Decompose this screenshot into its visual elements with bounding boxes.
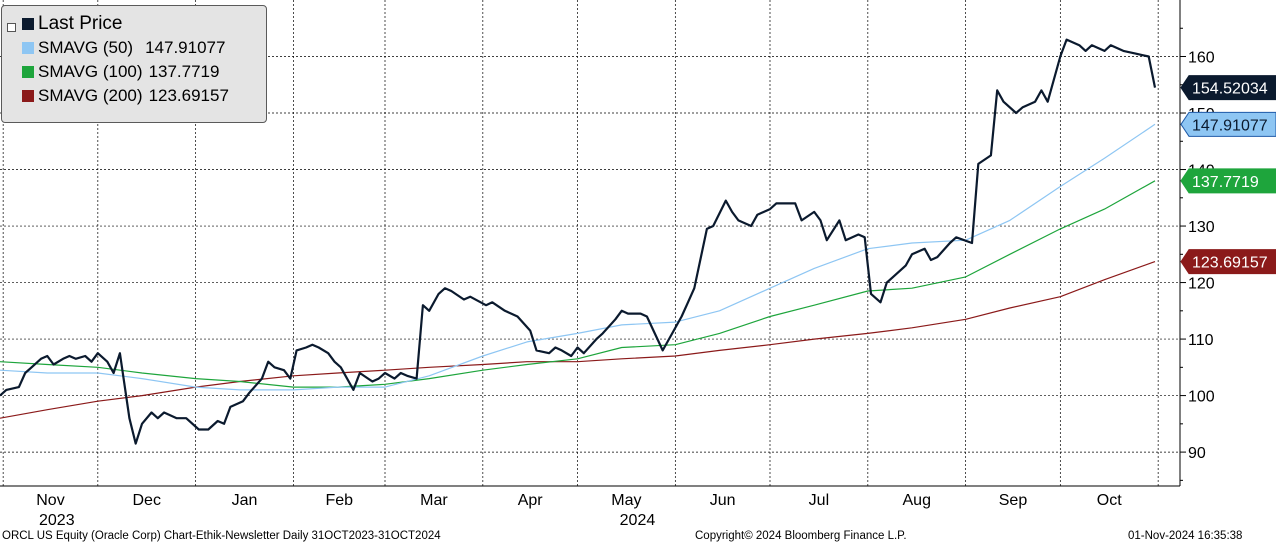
legend-swatch <box>22 42 34 54</box>
x-tick-label: Aug <box>903 492 931 509</box>
last-value-tag-text: 147.91077 <box>1192 117 1268 134</box>
x-tick-label: May <box>611 492 641 509</box>
legend-item-value: 137.7719 <box>148 62 220 81</box>
x-tick-label: Jun <box>710 492 736 509</box>
last-value-tag-box <box>1180 111 1276 137</box>
last-value-tag: 137.7719 <box>1180 168 1276 194</box>
chart-series <box>0 38 1157 445</box>
x-year-label: 2024 <box>620 512 656 529</box>
y-tick-label: 160 <box>1188 50 1215 67</box>
last-value-tag-box <box>1180 168 1276 194</box>
x-tick-label: Sep <box>999 492 1028 509</box>
chart-axes: Nov Dec Jan Feb Mar Apr May Jun Jul Aug Sep Oct 2023… <box>0 0 1215 529</box>
x-tick-label: Feb <box>325 492 353 509</box>
legend-item-last-price: Last Price <box>22 13 122 35</box>
y-tick-label: 100 <box>1188 389 1215 406</box>
last-value-tag: 123.69157 <box>1180 249 1276 275</box>
last-value-tag-box <box>1180 75 1276 101</box>
last-value-tag: 147.91077 <box>1180 111 1276 137</box>
y-tick-label: 110 <box>1188 332 1214 349</box>
legend-collapse-icon[interactable] <box>7 23 16 32</box>
legend-item-name: Last Price <box>38 13 123 34</box>
series-line-smavg-100 <box>0 180 1156 388</box>
last-value-tag-text: 123.69157 <box>1192 255 1268 272</box>
last-value-tag-box <box>1180 249 1276 275</box>
y-tick-label: 90 <box>1188 445 1206 462</box>
series-line-last-price <box>0 38 1157 445</box>
chart-legend[interactable]: Last Price SMAVG (50) 147.91077 SMAVG (1… <box>1 5 267 123</box>
legend-item-smavg-200: SMAVG (200) 123.69157 <box>22 85 229 107</box>
x-tick-label: Apr <box>518 492 544 509</box>
legend-item-name: SMAVG (200) <box>38 86 143 105</box>
last-value-tag-text: 137.7719 <box>1192 174 1259 191</box>
legend-item-value: 123.69157 <box>148 86 229 105</box>
legend-swatch <box>22 18 34 30</box>
x-tick-label: Jan <box>232 492 258 509</box>
last-value-labels: 154.52034 147.91077 137.7719 123.69157 <box>1180 75 1276 275</box>
footer-security-info: ORCL US Equity (Oracle Corp) Chart-Ethik… <box>2 530 441 542</box>
y-tick-label: 120 <box>1188 276 1215 293</box>
legend-item-smavg-100: SMAVG (100) 137.7719 <box>22 61 219 83</box>
legend-item-smavg-50: SMAVG (50) 147.91077 <box>22 37 225 59</box>
legend-swatch <box>22 66 34 78</box>
last-value-tag-text: 154.52034 <box>1192 81 1268 98</box>
legend-item-name: SMAVG (100) <box>38 62 143 81</box>
x-year-label: 2023 <box>39 512 75 529</box>
footer-timestamp: 01-Nov-2024 16:35:38 <box>1128 530 1243 542</box>
x-tick-label: Dec <box>133 492 161 509</box>
legend-item-name: SMAVG (50) <box>38 38 134 57</box>
x-tick-label: Oct <box>1097 492 1122 509</box>
x-tick-label: Jul <box>809 492 829 509</box>
last-value-tag: 154.52034 <box>1180 75 1276 101</box>
legend-swatch <box>22 90 34 102</box>
footer-copyright: Copyright© 2024 Bloomberg Finance L.P. <box>695 530 907 542</box>
y-tick-label: 130 <box>1188 219 1215 236</box>
legend-item-value: 147.91077 <box>145 38 226 57</box>
x-tick-label: Nov <box>36 492 64 509</box>
x-tick-label: Mar <box>420 492 448 509</box>
